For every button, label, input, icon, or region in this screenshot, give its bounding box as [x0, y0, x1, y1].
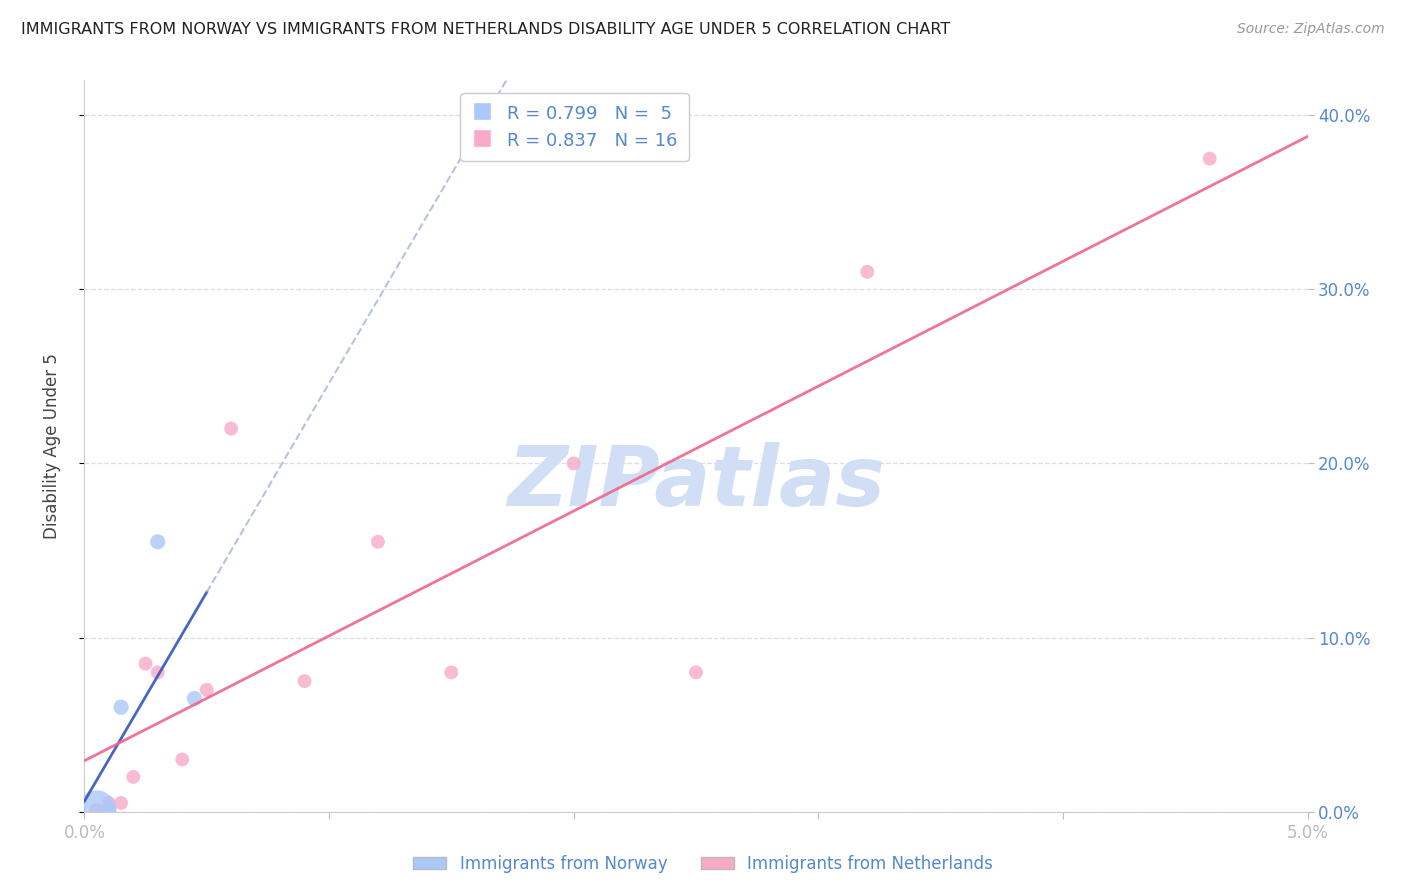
Point [172, 752, 194, 766]
Point [97, 796, 120, 810]
Point [86, 803, 108, 817]
Text: ZIPatlas: ZIPatlas [508, 442, 884, 523]
Point [86, 803, 108, 817]
Point [110, 796, 132, 810]
Point [367, 534, 389, 549]
Point [146, 534, 169, 549]
Point [562, 457, 585, 471]
Point [294, 674, 316, 689]
Text: Source: ZipAtlas.com: Source: ZipAtlas.com [1237, 22, 1385, 37]
Point [183, 691, 205, 706]
Point [195, 682, 218, 697]
Point [135, 657, 157, 671]
Legend: Immigrants from Norway, Immigrants from Netherlands: Immigrants from Norway, Immigrants from … [406, 848, 1000, 880]
Point [122, 770, 145, 784]
Point [146, 665, 169, 680]
Point [219, 421, 242, 435]
Point [440, 665, 463, 680]
Point [97, 803, 120, 817]
Text: IMMIGRANTS FROM NORWAY VS IMMIGRANTS FROM NETHERLANDS DISABILITY AGE UNDER 5 COR: IMMIGRANTS FROM NORWAY VS IMMIGRANTS FRO… [21, 22, 950, 37]
Point [1198, 152, 1220, 166]
Legend: R = 0.799   N =  5, R = 0.837   N = 16: R = 0.799 N = 5, R = 0.837 N = 16 [460, 93, 689, 161]
Point [110, 700, 132, 714]
Point [685, 665, 707, 680]
Y-axis label: Disability Age Under 5: Disability Age Under 5 [42, 353, 60, 539]
Point [856, 265, 879, 279]
